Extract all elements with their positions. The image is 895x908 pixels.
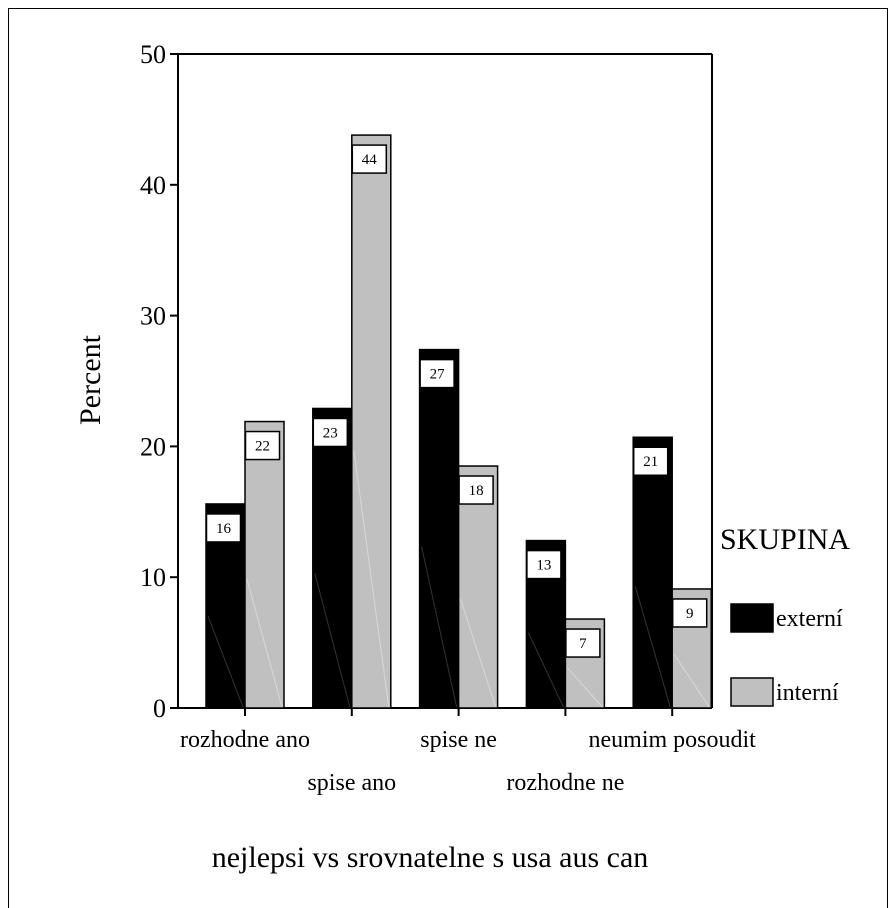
value-label: 9 [686,606,694,622]
value-label: 13 [536,558,551,574]
bars [205,134,712,709]
bar-diagonal [207,615,244,708]
x-tick-label: neumim posoudit [589,727,757,753]
bar-diagonal [246,578,283,708]
bar-diagonal [314,573,351,708]
legend-label: interní [776,680,839,706]
value-label: 18 [469,483,484,499]
x-axis-label: nejlepsi vs srovnatelne s usa aus can [212,841,649,874]
value-label: 21 [643,454,658,470]
value-label: 27 [430,367,446,383]
value-label-box [244,430,281,461]
value-label-box [565,628,601,658]
value-label-box [526,549,562,580]
y-tick-label: 40 [140,171,166,200]
value-label-box [419,358,455,389]
bar-diagonal [634,586,671,708]
value-label: 44 [362,152,378,168]
bar-externi [418,348,460,709]
value-label: 16 [216,521,232,537]
bar-diagonal [421,546,458,708]
bar-diagonal [527,632,564,708]
legend-label: externí [776,606,843,632]
value-label: 7 [579,636,587,652]
y-tick-label: 20 [140,432,166,461]
bar-externi [632,436,673,709]
x-tick-label: rozhodne ne [506,770,624,796]
value-label-box [458,475,494,505]
value-label-box [351,144,388,174]
bar-diagonal [673,654,710,708]
value-label: 22 [255,439,270,455]
x-tick-labels: rozhodne ano spise ano spise ne rozhodne ne… [180,727,756,796]
value-label: 23 [323,425,338,441]
y-tick-label: 50 [140,40,166,69]
value-label-box [312,417,349,448]
bar-interni [457,465,499,709]
chart-frame [8,8,888,908]
y-tick-labels: 0 10 20 30 40 50 [140,40,166,723]
value-label-box [632,446,669,476]
y-axis-label: Percent [74,334,107,425]
y-tick-label: 0 [153,694,166,723]
bar-diagonal [353,450,390,708]
bar-interni [244,420,285,709]
legend-swatch-interni [730,677,774,707]
x-tick-label: spise ano [307,770,396,796]
legend-title: SKUPINA [720,523,850,556]
y-tick-label: 30 [140,302,166,331]
value-label-box [205,513,242,543]
y-tick-label: 10 [140,563,166,592]
bar-interni [351,134,392,709]
legend: SKUPINA externí interní [720,523,850,707]
x-tick-label: rozhodne ano [180,727,310,753]
bar-externi [312,407,353,709]
value-labels: 16 22 23 44 27 18 13 7 21 9 [205,144,708,658]
bar-diagonal [460,598,497,708]
x-tick-label: spise ne [420,727,497,753]
legend-swatch-externi [730,603,774,633]
bar-diagonal [567,667,603,708]
value-label-box [671,598,708,628]
